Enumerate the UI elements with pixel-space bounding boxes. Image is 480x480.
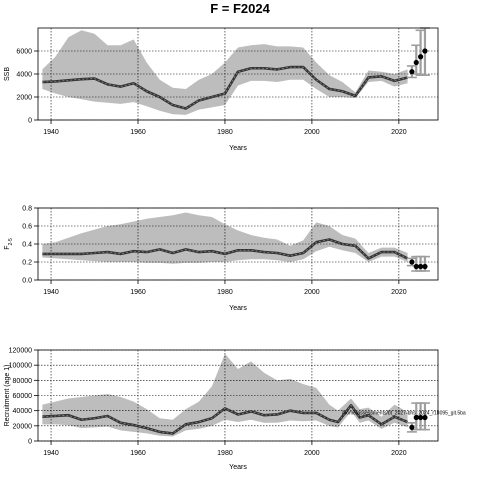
- f-x-axis-label: Years: [229, 305, 247, 312]
- ssb-confidence-band: [42, 30, 408, 115]
- recruitment-x-tick-label: 1960: [130, 450, 146, 457]
- recruitment-y-tick-label: 20000: [13, 423, 33, 430]
- ssb-y-tick-label: 0: [28, 118, 32, 125]
- ssb-y-tick-label: 2000: [16, 95, 32, 102]
- recruitment-y-tick-label: 60000: [13, 393, 33, 400]
- f-x-tick-label: 1960: [130, 289, 146, 296]
- recruitment-panel: 1940 1960 1980 2000 2020 0 20000 40000 60000 8000…: [4, 348, 466, 472]
- ssb-x-tick-label: 1960: [130, 129, 146, 136]
- recruitment-projection-point: [418, 414, 424, 421]
- fishing-mortality-panel: 1940 1960 1980 2000 2020 0.0 0.2 0.4 0.6 0.8 Years…: [4, 206, 439, 312]
- recruitment-y-tick-label: 0: [28, 439, 32, 446]
- f-y-tick-label: 0.0: [22, 278, 32, 285]
- recruitment-x-tick-label: 2020: [391, 450, 407, 457]
- f-x-tick-label: 1940: [43, 289, 59, 296]
- ssb-x-tick-label: 1940: [43, 129, 59, 136]
- f-x-tick-label: 2020: [391, 289, 407, 296]
- f-y-tick-label: 0.8: [22, 206, 32, 213]
- f-y-tick-label: 0.2: [22, 260, 32, 267]
- f-projection-point: [422, 263, 428, 270]
- recruitment-x-tick-label: 1980: [217, 450, 233, 457]
- f-y-axis-label: F2-5: [4, 238, 14, 250]
- recruitment-annotation: /home/assessments/bt_2027-bhs_2024_r1809…: [342, 410, 466, 416]
- ssb-projection-point: [422, 48, 428, 54]
- recruitment-median-line-dash: [42, 404, 408, 434]
- f-median-line-dash: [42, 239, 408, 259]
- recruitment-projection-point: [422, 414, 428, 421]
- f-y-tick-label: 0.4: [22, 242, 32, 249]
- ssb-median-line-dash: [42, 66, 408, 109]
- ssb-y-axis-label: SSB: [4, 67, 11, 81]
- recruitment-y-axis-label: Recruitment (age 1): [4, 365, 11, 427]
- f-y-tick-label: 0.6: [22, 224, 32, 231]
- f-projection-point: [413, 263, 419, 270]
- ssb-projection-point: [418, 54, 424, 60]
- recruitment-y-tick-label: 100000: [9, 363, 32, 370]
- f-x-tick-label: 2000: [304, 289, 320, 296]
- recruitment-y-tick-label: 80000: [13, 378, 33, 385]
- recruitment-y-tick-label: 120000: [9, 348, 32, 355]
- f-projection-point: [418, 263, 424, 270]
- ssb-projection-point: [413, 59, 419, 66]
- recruitment-y-tick-label: 40000: [13, 408, 33, 415]
- recruitment-x-tick-label: 2000: [304, 450, 320, 457]
- f-projection-point: [409, 259, 415, 265]
- ssb-y-tick-label: 6000: [16, 49, 32, 56]
- recruitment-projection-point: [409, 424, 415, 430]
- recruitment-x-axis-label: Years: [229, 464, 247, 471]
- ssb-x-tick-label: 1980: [217, 129, 233, 136]
- ssb-x-tick-label: 2000: [304, 129, 320, 136]
- f-x-tick-label: 1980: [217, 289, 233, 296]
- recruitment-projection-point: [413, 414, 419, 421]
- ssb-projection-point: [409, 69, 415, 75]
- chart-title: F = F2024: [210, 1, 270, 16]
- ssb-panel: 1940 1960 1980 2000 2020 0 2000 4000 6000 Years SS…: [4, 27, 439, 152]
- recruitment-x-tick-label: 1940: [43, 450, 59, 457]
- ssb-x-tick-label: 2020: [391, 129, 407, 136]
- ssb-x-axis-label: Years: [229, 145, 247, 152]
- ssb-y-tick-label: 4000: [16, 72, 32, 79]
